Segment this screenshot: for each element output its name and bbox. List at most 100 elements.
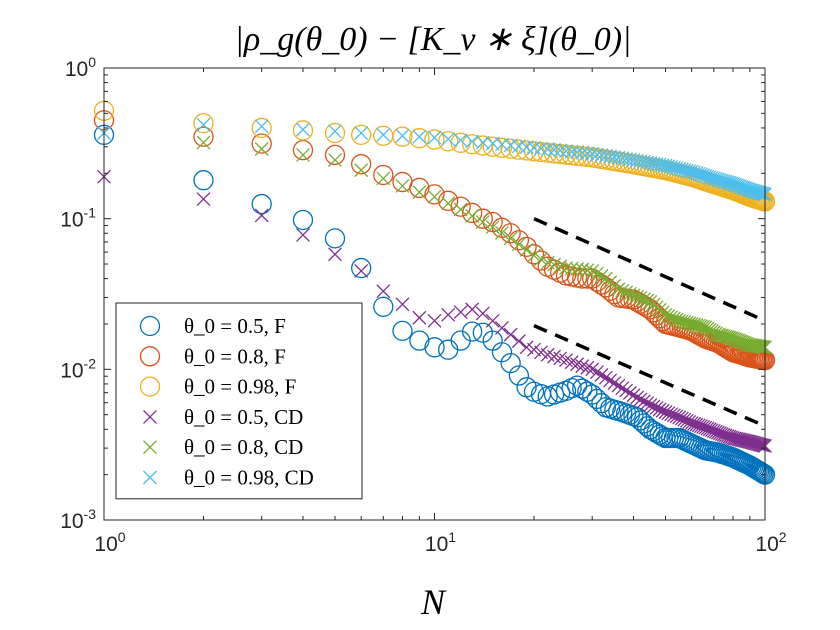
- legend-marker: [139, 376, 161, 397]
- data-point: [718, 428, 733, 443]
- data-point: [677, 412, 692, 427]
- legend-label: θ_0 = 0.98, F: [184, 375, 296, 399]
- data-point: [395, 178, 410, 193]
- legend-marker: [143, 440, 157, 455]
- data-point: [649, 424, 670, 445]
- data-point: [503, 327, 518, 342]
- data-point: [594, 269, 609, 284]
- data-point: [292, 139, 314, 161]
- data-point: [500, 352, 521, 374]
- data-point: [441, 307, 456, 322]
- data-point: [755, 339, 770, 354]
- data-point: [661, 406, 676, 421]
- data-point: [756, 438, 771, 453]
- data-point: [615, 283, 630, 298]
- data-point: [351, 154, 372, 175]
- data-point: [615, 381, 630, 396]
- data-point: [251, 117, 272, 139]
- data-point: [594, 148, 609, 163]
- data-point: [643, 156, 658, 170]
- data-point: [409, 330, 430, 351]
- series-1: [93, 124, 776, 485]
- data-point: [626, 388, 641, 403]
- data-point: [395, 297, 410, 312]
- data-point: [570, 357, 585, 372]
- data-point: [424, 184, 445, 205]
- y-tick-label: 10-1: [60, 205, 96, 232]
- data-point: [534, 252, 548, 267]
- data-point: [753, 463, 774, 484]
- data-point: [354, 163, 369, 178]
- data-point: [619, 285, 634, 300]
- data-point: [622, 286, 637, 301]
- data-point: [485, 220, 500, 234]
- legend: θ_0 = 0.5, F θ_0 = 0.8, F θ_0 = 0.98, F θ_0…: [115, 302, 363, 500]
- data-point: [427, 313, 442, 328]
- data-point: [640, 293, 655, 308]
- data-point: [672, 410, 687, 425]
- data-point: [720, 429, 735, 444]
- data-point: [254, 119, 269, 134]
- data-point: [511, 334, 526, 349]
- data-point: [511, 237, 526, 252]
- data-point: [640, 396, 655, 411]
- x-tick-label: 100: [94, 529, 125, 556]
- data-point: [354, 263, 369, 278]
- data-point: [553, 259, 568, 274]
- data-point: [376, 284, 391, 299]
- legend-label: θ_0 = 0.8, CD: [184, 435, 303, 459]
- data-point: [534, 141, 548, 156]
- data-point: [564, 261, 579, 276]
- data-point: [577, 268, 598, 289]
- data-point: [392, 320, 413, 342]
- data-point: [453, 305, 468, 320]
- data-point: [547, 142, 562, 157]
- data-point: [752, 185, 767, 200]
- data-point: [710, 172, 725, 187]
- data-point: [427, 130, 442, 145]
- data-point: [354, 126, 369, 141]
- data-point: [649, 157, 664, 172]
- reference-lines: [533, 217, 766, 428]
- data-point: [589, 365, 604, 380]
- data-point: [485, 313, 500, 328]
- data-point: [664, 407, 679, 422]
- data-point: [373, 296, 394, 317]
- data-point: [714, 173, 729, 188]
- data-point: [559, 353, 573, 368]
- data-point: [527, 140, 541, 155]
- data-point: [412, 129, 427, 144]
- legend-marker: [139, 346, 161, 367]
- data-point: [519, 340, 534, 355]
- data-point: [716, 174, 731, 189]
- data-point: [475, 215, 490, 229]
- data-point: [708, 172, 723, 186]
- data-point: [712, 328, 727, 343]
- data-point: [296, 147, 310, 162]
- data-point: [254, 208, 269, 223]
- data-point: [196, 135, 211, 150]
- data-point: [427, 189, 442, 204]
- data-point: [603, 373, 618, 388]
- data-point: [553, 143, 568, 158]
- legend-label: θ_0 = 0.5, CD: [184, 405, 303, 429]
- data-point: [251, 133, 272, 154]
- data-point: [251, 193, 272, 215]
- data-point: [658, 158, 673, 173]
- data-point: [619, 383, 634, 398]
- data-point: [482, 136, 503, 157]
- data-point: [376, 127, 391, 142]
- data-point: [682, 414, 697, 429]
- data-point: [726, 331, 740, 346]
- data-point: [710, 327, 725, 342]
- y-tick-label: 10-3: [60, 506, 96, 533]
- data-point: [750, 461, 771, 483]
- data-point: [292, 209, 314, 231]
- data-point: [674, 411, 689, 426]
- data-point: [376, 171, 391, 186]
- data-point: [598, 148, 613, 163]
- data-point: [409, 177, 430, 199]
- data-point: [580, 263, 595, 278]
- data-point: [424, 337, 445, 358]
